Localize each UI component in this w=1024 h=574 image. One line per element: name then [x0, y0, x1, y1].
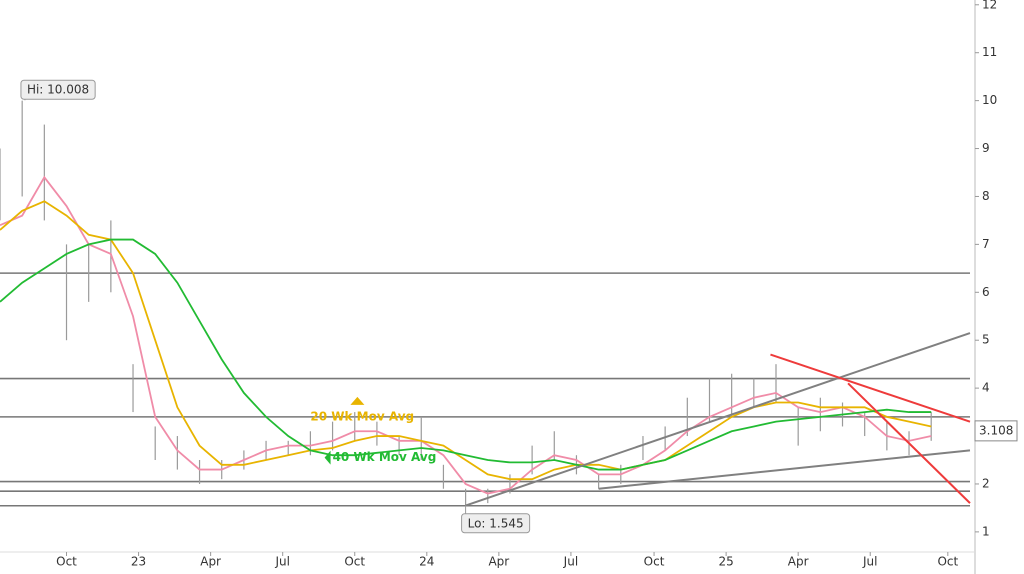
series-label: 20 Wk Mov Avg [310, 409, 414, 423]
moving-average-line [0, 238, 932, 471]
trend-line [598, 449, 971, 490]
y-tick-label: 8 [982, 189, 990, 203]
moving-average-line [0, 200, 932, 481]
annotation-label: Hi: 10.008 [27, 83, 89, 97]
y-tick-label: 11 [982, 45, 997, 59]
y-tick-label: 7 [982, 237, 990, 251]
x-tick-label: 23 [131, 555, 146, 569]
trend-line [770, 353, 971, 423]
last-price-label: 3.108 [979, 423, 1013, 437]
y-tick-label: 4 [982, 381, 990, 395]
trend-line [847, 382, 971, 504]
trend-line [465, 332, 971, 507]
x-tick-label: Oct [644, 555, 665, 569]
series-label: 40 Wk Mov Avg [333, 450, 437, 464]
annotation-box [20, 79, 96, 100]
y-tick-label: 9 [982, 141, 990, 155]
x-tick-label: Oct [56, 555, 77, 569]
last-price-box [974, 420, 1018, 442]
y-tick-label: 2 [982, 476, 990, 490]
y-tick-label: 6 [982, 285, 990, 299]
label-arrow [350, 396, 365, 405]
x-tick-label: Apr [788, 555, 809, 569]
x-tick-label: 25 [718, 555, 733, 569]
x-tick-label: Jul [563, 555, 578, 569]
x-tick-label: Jul [862, 555, 877, 569]
y-tick-label: 1 [982, 524, 990, 538]
x-tick-label: Apr [488, 555, 509, 569]
x-tick-label: Oct [937, 555, 958, 569]
annotation-box [461, 513, 531, 534]
moving-average-line [0, 175, 932, 495]
y-tick-label: 5 [982, 333, 990, 347]
y-tick-label: 10 [982, 93, 997, 107]
x-tick-label: Oct [344, 555, 365, 569]
x-tick-label: 24 [419, 555, 434, 569]
label-arrow [324, 450, 331, 465]
x-tick-label: Apr [200, 555, 221, 569]
annotation-label: Lo: 1.545 [468, 516, 524, 530]
x-tick-label: Jul [274, 555, 289, 569]
y-tick-label: 12 [982, 0, 997, 11]
